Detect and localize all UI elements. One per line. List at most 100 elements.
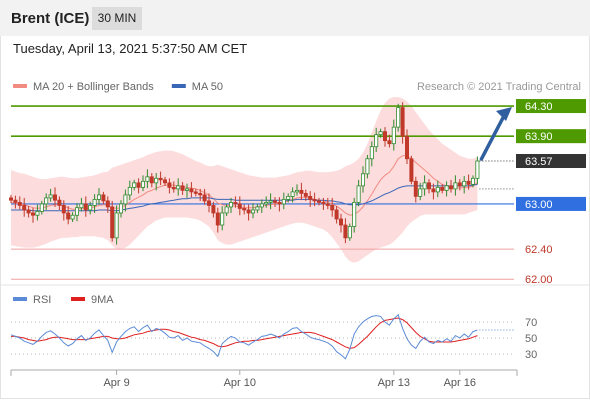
level-label-box-1 [516,129,586,144]
candle-body [365,158,370,175]
level-label-box-0 [516,99,586,114]
ma50-line [11,183,478,212]
candle-body [277,202,282,205]
candle-body [140,180,145,188]
candle-body [237,203,242,209]
candle-body [180,185,185,191]
candle-body [374,134,379,148]
candle-body [312,199,317,202]
candle-body [250,209,255,214]
candle-body [259,203,264,208]
candle-body [431,188,436,193]
candle-body [92,199,97,206]
candle-body [189,188,194,193]
rsi-tick-2: 30 [525,349,537,361]
candle-body [176,185,181,190]
candle-body [17,202,22,206]
candle-body [435,186,440,193]
candle-body [246,209,251,214]
candle-body [426,182,431,190]
candle-body [224,206,229,214]
candle-body [347,226,352,239]
rsi-panel: 70 50 30 [1,284,589,361]
candle-body [101,194,106,202]
candle-body [119,203,124,214]
forecast-arrow-head [496,107,512,122]
bollinger-band-area [11,97,478,263]
candle-body [255,206,260,211]
legend: MA 20 + Bollinger Bands MA 50 RSI 9MA [13,81,223,306]
candle-body [61,205,66,214]
candle-body [242,208,247,211]
candle-body [457,182,462,187]
candle-body [88,205,93,211]
rsi-line [10,313,478,360]
candle-body [145,176,150,182]
candle-body [57,199,62,206]
candle-body [325,203,330,206]
rsi-legend-swatch-0 [13,297,27,301]
rsi-tick-0: 70 [525,317,537,329]
price-legend-swatch-0 [13,84,27,88]
x-tick-label-3: Apr 16 [444,377,476,389]
price-legend-swatch-1 [171,84,186,88]
candle-body [356,185,361,203]
candle-body [294,189,299,193]
candle-body [413,180,418,197]
candle-body [444,185,449,191]
candle-body [167,182,172,188]
candle-body [70,214,75,220]
price-legend-label-0: MA 20 + Bollinger Bands [33,81,154,93]
candle-body [391,126,396,145]
candle-body [136,182,141,188]
candle-body [35,211,40,216]
candle-body [387,140,392,145]
x-tick-label-1: Apr 10 [224,377,256,389]
candle-body [286,196,291,200]
candle-body [268,200,273,203]
candle-body [448,185,453,190]
candle-body [39,203,44,212]
rsi-ma9-line [11,317,478,349]
candle-body [299,189,304,194]
candle-body [171,186,176,190]
level-label-box-2 [516,154,586,169]
candle-body [422,182,427,190]
rsi-tick-1: 50 [525,333,537,345]
candle-body [202,194,207,202]
x-tick-label-2: Apr 13 [378,377,410,389]
candle-body [220,212,225,226]
candle-body [382,131,387,142]
candle-body [123,194,128,205]
candle-body [453,182,458,190]
x-tick-label-0: Apr 9 [103,377,129,389]
rsi-legend-swatch-1 [71,297,85,301]
candle-body [316,200,321,203]
candle-body [343,224,348,239]
candle-body [470,177,475,185]
chart-header: Brent (ICE) 30 MIN [0,0,590,36]
copyright-text: Research © 2021 Trading Central [417,81,581,93]
candle-body [233,202,238,205]
level-label-3: 63.00 [525,199,553,211]
candle-body [127,186,132,196]
rsi-legend-label-0: RSI [33,294,51,306]
candle-body [378,131,383,136]
interval-badge[interactable]: 30 MIN [92,7,142,30]
level-label-5: 62.00 [525,274,553,286]
candle-body [440,186,445,191]
rsi-legend-label-1: 9MA [91,294,114,306]
candle-body [466,180,471,185]
candle-body [281,199,286,205]
candle-body [30,212,35,216]
candle-body [338,218,343,226]
candle-body [79,203,84,209]
level-label-2: 63.57 [525,156,553,168]
candle-body [290,191,295,197]
candle-body [97,194,102,200]
candle-body [13,199,18,203]
candle-body [53,194,58,201]
candle-body [360,173,365,187]
candle-body [228,202,233,208]
